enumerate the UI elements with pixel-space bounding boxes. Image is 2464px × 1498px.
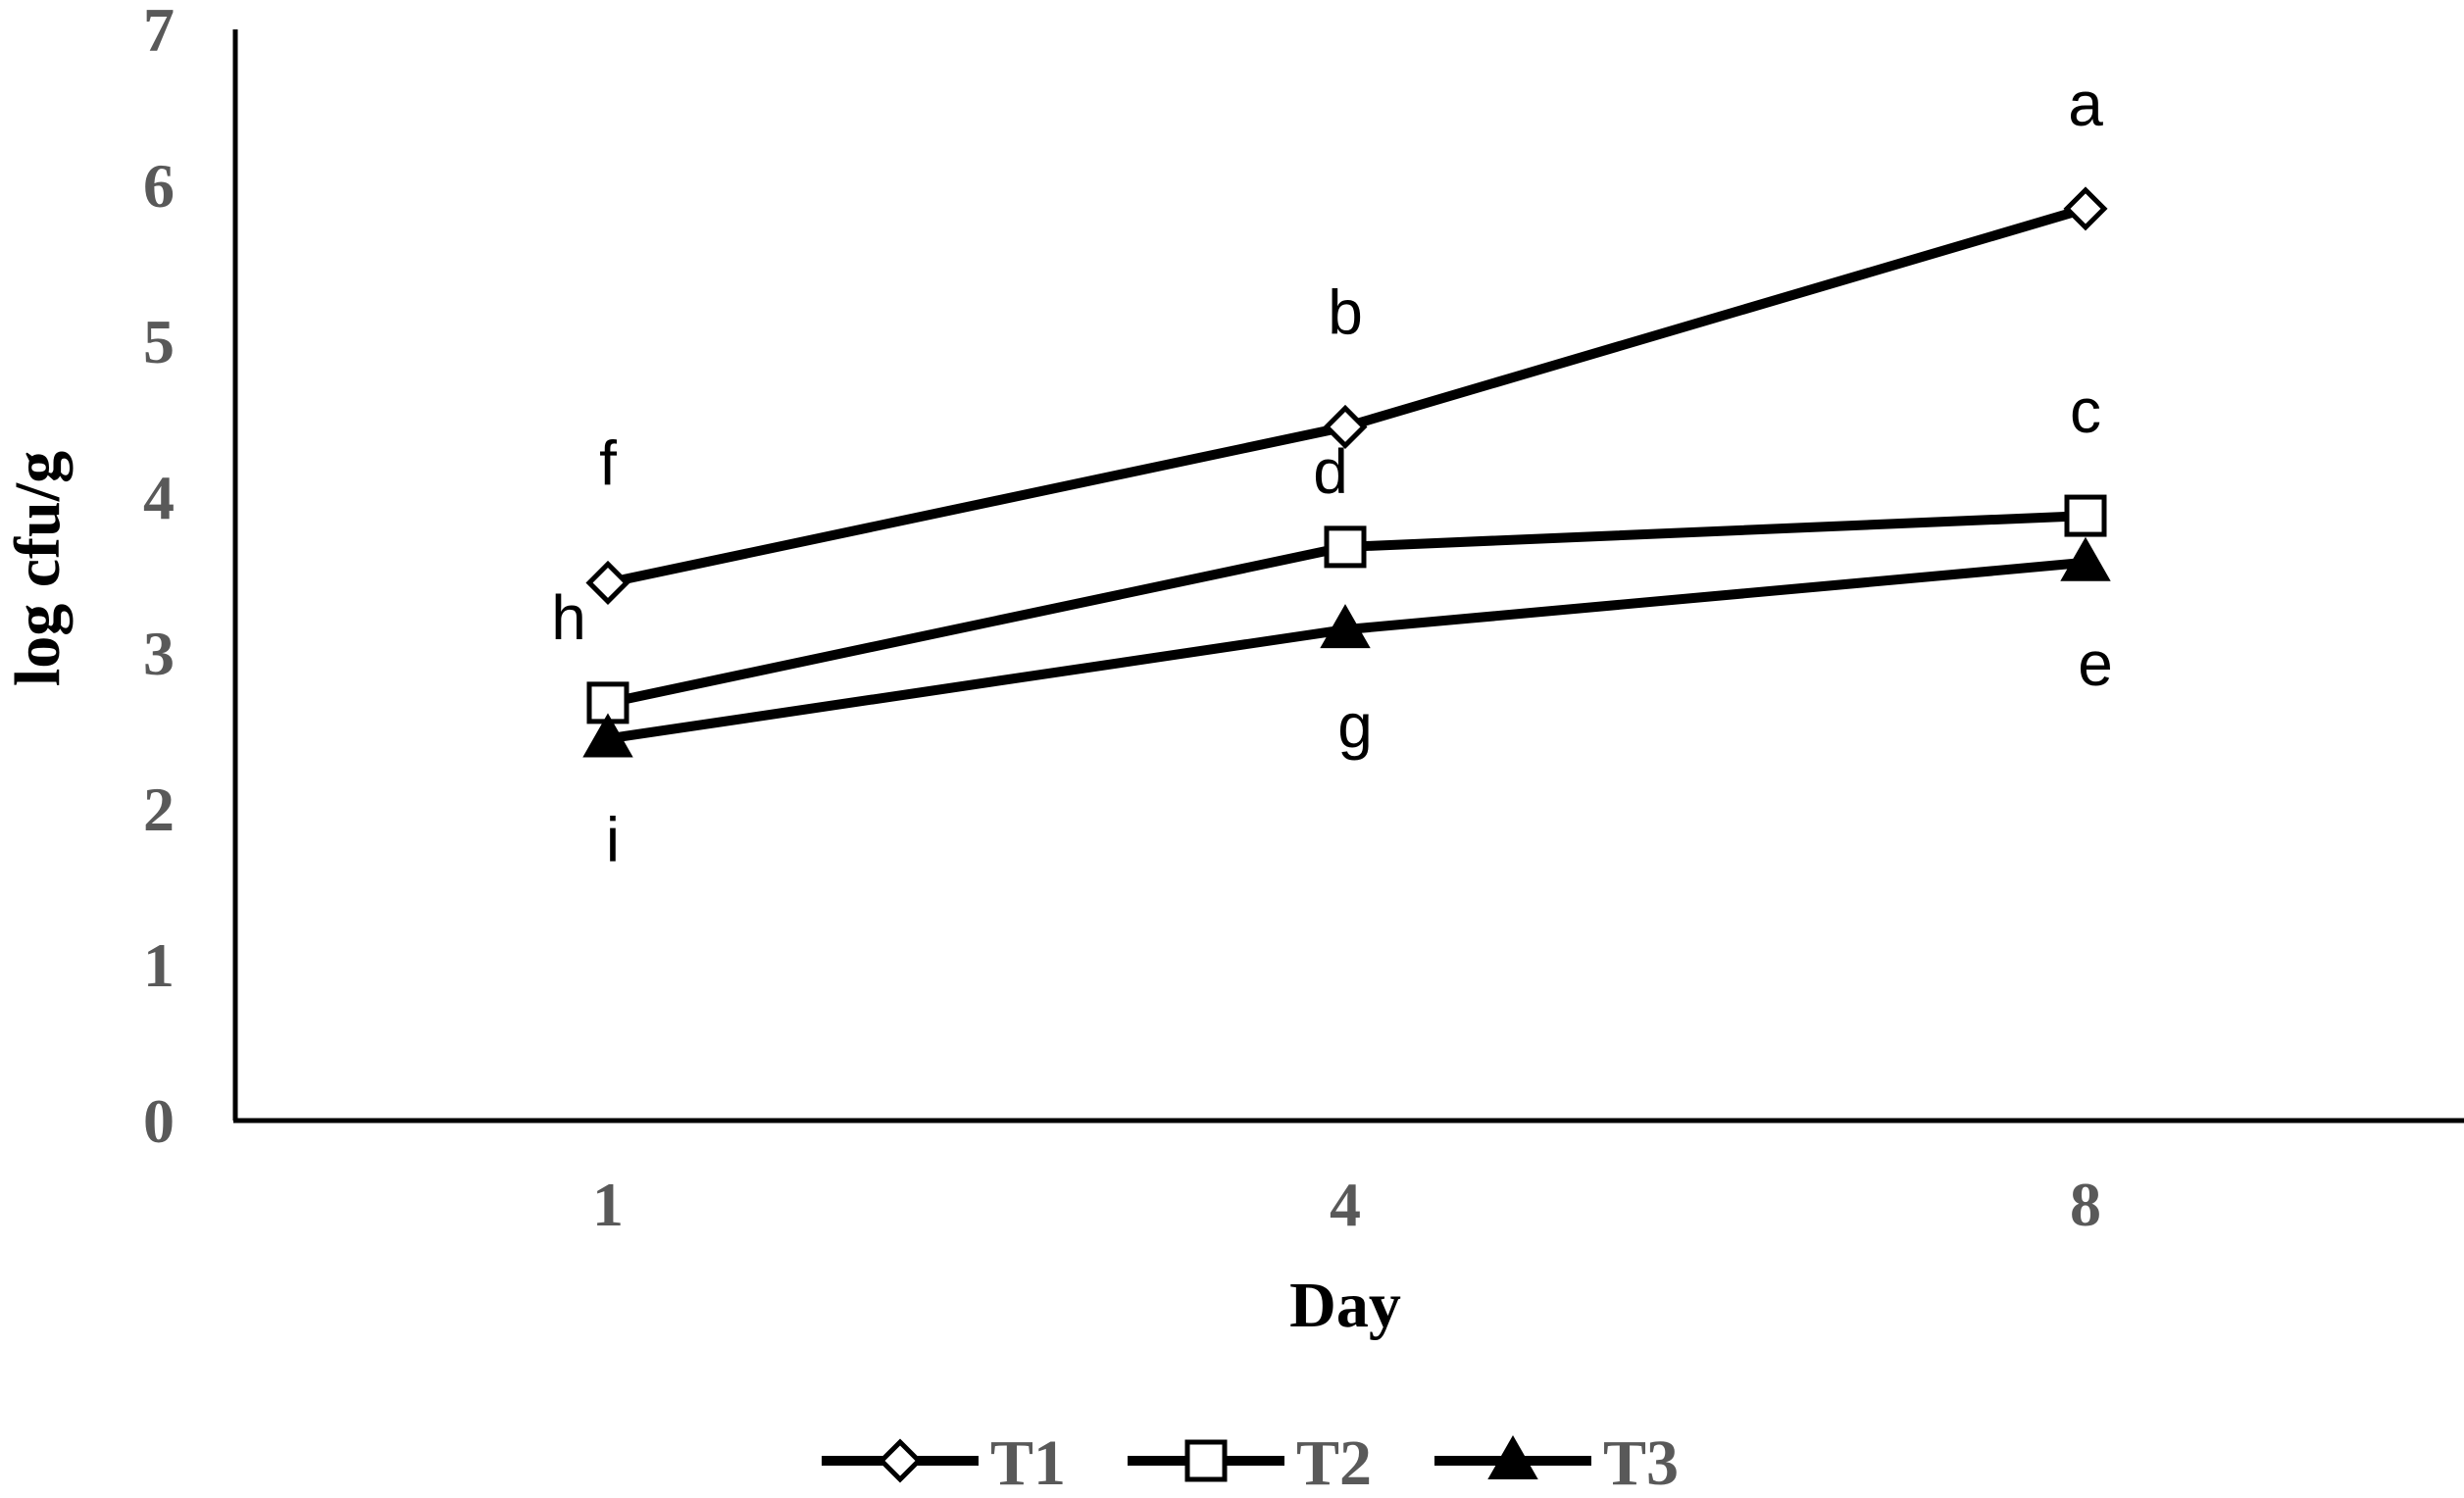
y-tick-label: 6 bbox=[143, 151, 175, 221]
x-tick-labels: 1 4 8 bbox=[592, 1170, 2101, 1239]
point-t2 bbox=[1324, 525, 1367, 569]
y-tick-label: 5 bbox=[143, 307, 175, 376]
x-tick-label: 4 bbox=[1330, 1170, 1361, 1239]
legend-label: T3 bbox=[1603, 1427, 1679, 1498]
legend-marker bbox=[1184, 1439, 1228, 1482]
significance-letter: i bbox=[606, 804, 620, 874]
significance-letter: g bbox=[1337, 690, 1373, 761]
chart-axes bbox=[232, 29, 2464, 1124]
significance-letter: e bbox=[2078, 628, 2113, 699]
y-tick-label: 2 bbox=[143, 774, 175, 844]
point-t1 bbox=[585, 560, 630, 605]
x-tick-label: 8 bbox=[2070, 1170, 2101, 1239]
y-tick-label: 4 bbox=[143, 463, 175, 532]
legend-label: T1 bbox=[990, 1427, 1066, 1498]
legend-marker bbox=[878, 1438, 923, 1483]
y-tick-label: 1 bbox=[143, 930, 175, 1000]
significance-labels: f b a h d c i g e bbox=[551, 69, 2113, 875]
series-markers bbox=[582, 186, 2111, 758]
y-tick-label: 0 bbox=[143, 1086, 175, 1156]
y-tick-labels: 0 1 2 3 4 5 6 7 bbox=[143, 0, 175, 1156]
chart-legend: T1 T2 T3 bbox=[822, 1427, 1679, 1498]
legend-label: T2 bbox=[1296, 1427, 1372, 1498]
significance-letter: a bbox=[2068, 69, 2103, 139]
significance-letter: c bbox=[2070, 375, 2101, 446]
point-t3 bbox=[2060, 536, 2111, 581]
point-t2 bbox=[2064, 494, 2107, 537]
y-tick-label: 7 bbox=[143, 0, 175, 65]
significance-letter: b bbox=[1328, 276, 1363, 347]
point-t3 bbox=[582, 713, 633, 758]
y-tick-label: 3 bbox=[143, 619, 175, 688]
x-tick-label: 1 bbox=[592, 1170, 624, 1239]
significance-letter: f bbox=[599, 427, 617, 498]
legend-marker bbox=[1487, 1434, 1538, 1479]
x-axis-title: Day bbox=[1289, 1270, 1401, 1341]
significance-letter: h bbox=[551, 582, 586, 653]
significance-letter: d bbox=[1313, 436, 1348, 507]
point-t1 bbox=[2063, 186, 2108, 231]
point-t1 bbox=[1323, 404, 1368, 449]
point-t3 bbox=[1320, 604, 1371, 649]
y-axis-title: log cfu/g bbox=[2, 451, 74, 686]
